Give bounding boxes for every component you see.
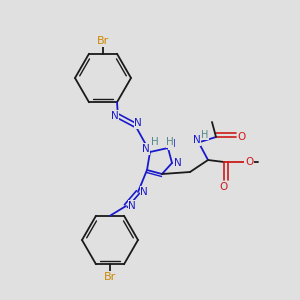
Text: Br: Br [104,272,116,282]
Text: N: N [140,187,148,197]
Text: H: H [166,137,174,147]
Text: O: O [220,182,228,192]
Text: N: N [174,158,182,168]
Text: N: N [111,111,119,121]
Text: N: N [134,118,142,128]
Text: N: N [128,201,136,211]
Text: H: H [201,130,209,140]
Text: O: O [245,157,253,167]
Text: H: H [151,137,159,147]
Text: O: O [238,132,246,142]
Text: N: N [193,135,201,145]
Text: Br: Br [97,36,109,46]
Text: N: N [168,139,176,149]
Text: N: N [142,144,150,154]
